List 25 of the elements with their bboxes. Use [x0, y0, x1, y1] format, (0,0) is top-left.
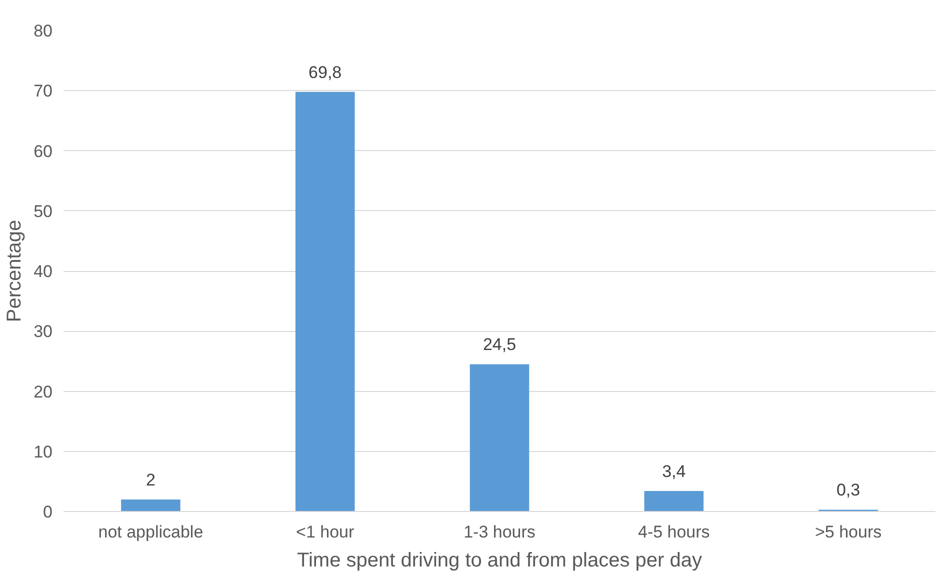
- x-tick-label: <1 hour: [296, 522, 355, 542]
- bar: [644, 491, 704, 512]
- y-tick-label: 40: [34, 262, 53, 281]
- x-axis-title: Time spent driving to and from places per day: [296, 550, 702, 572]
- bar: [295, 92, 355, 512]
- x-tick-label: not applicable: [98, 522, 204, 542]
- data-label: 69,8: [308, 62, 342, 82]
- y-tick-label: 70: [34, 82, 53, 101]
- x-tick-label: >5 hours: [814, 522, 882, 542]
- x-tick-label: 1-3 hours: [464, 522, 536, 542]
- x-tick-label: 4-5 hours: [638, 522, 710, 542]
- data-label: 24,5: [482, 335, 516, 354]
- y-tick-label: 60: [34, 142, 53, 161]
- y-tick-label: 50: [34, 202, 53, 221]
- y-tick-label: 30: [34, 322, 53, 342]
- data-label: 0,3: [836, 480, 860, 500]
- y-tick-label: 20: [34, 382, 53, 402]
- bar: [470, 364, 530, 512]
- y-axis-title: Percentage: [4, 220, 26, 322]
- data-label: 2: [146, 470, 156, 490]
- data-label: 3,4: [662, 462, 686, 482]
- bar: [121, 499, 180, 512]
- y-tick-label: 0: [43, 502, 53, 522]
- y-tick-label: 80: [34, 22, 53, 40]
- y-tick-label: 10: [34, 442, 53, 462]
